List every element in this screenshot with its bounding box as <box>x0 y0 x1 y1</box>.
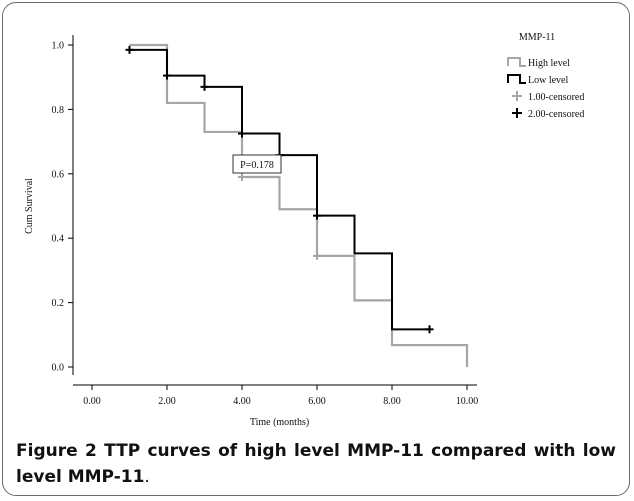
censor-mark-2 <box>313 211 321 220</box>
legend-swatch-1 <box>507 57 526 67</box>
x-tick-label: 4.00 <box>233 396 251 407</box>
x-tick-label: 8.00 <box>383 396 401 407</box>
y-tick-label: 0.0 <box>52 363 65 374</box>
y-tick-label: 0.2 <box>52 298 65 309</box>
censor-mark-2 <box>200 82 209 91</box>
x-axis-label: Time (months) <box>250 417 309 428</box>
caption-end: . <box>144 467 150 487</box>
caption-label: Figure 2 <box>16 441 97 461</box>
legend-label-4: 2.00-censored <box>528 109 584 120</box>
annotation-text: P=0.178 <box>240 160 274 171</box>
censor-mark-2 <box>425 325 434 334</box>
y-tick-label: 0.8 <box>52 105 65 116</box>
legend-swatch-2 <box>507 74 526 84</box>
x-tick-label: 0.00 <box>83 396 101 407</box>
censor-mark-1 <box>238 173 246 182</box>
series-line-2 <box>129 48 430 331</box>
y-tick-label: 1.0 <box>52 41 65 52</box>
legend-label-2: Low level <box>528 75 568 86</box>
censor-mark-2 <box>163 71 171 80</box>
legend-label-3: 1.00-censored <box>528 92 584 103</box>
censor-mark-1 <box>313 251 321 260</box>
censor-mark-2 <box>238 129 246 138</box>
series-line-1 <box>129 43 469 367</box>
legend-title: MMP-11 <box>519 32 555 43</box>
y-axis-label: Cum Survival <box>24 178 35 234</box>
figure-caption: Figure 2 TTP curves of high level MMP-11… <box>16 438 616 490</box>
x-tick-label: 6.00 <box>308 396 326 407</box>
x-tick-label: 2.00 <box>158 396 176 407</box>
x-tick-label: 10.00 <box>456 396 479 407</box>
annotation-box <box>232 154 282 174</box>
y-tick-label: 0.6 <box>52 169 65 180</box>
censor-mark-2 <box>125 45 134 54</box>
caption-text: TTP curves of high level MMP-11 compared… <box>16 441 616 487</box>
legend-label-1: High level <box>528 58 570 69</box>
y-tick-label: 0.4 <box>52 234 65 245</box>
